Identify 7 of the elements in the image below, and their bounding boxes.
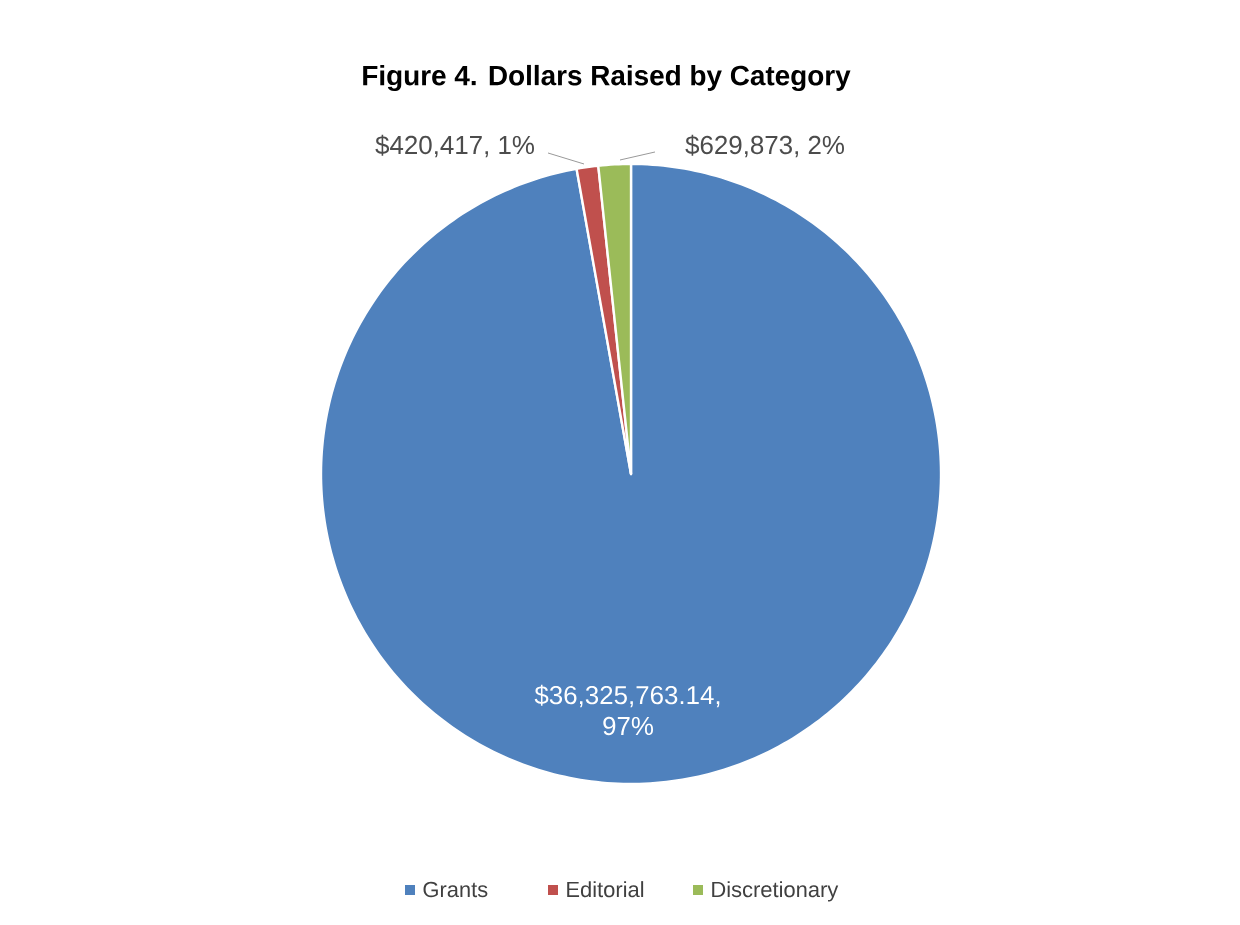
chart-title: Figure 4. Dollars Raised by Category (363, 64, 851, 92)
data-label: $629,873, 2% (685, 134, 844, 158)
legend-label: Grants (423, 881, 488, 898)
data-label: $36,325,763.14, 97% (534, 684, 720, 736)
legend-label: Editorial (567, 881, 644, 898)
legend-label: Discretionary (712, 881, 839, 902)
data-label: $420,417, 1% (375, 134, 534, 158)
